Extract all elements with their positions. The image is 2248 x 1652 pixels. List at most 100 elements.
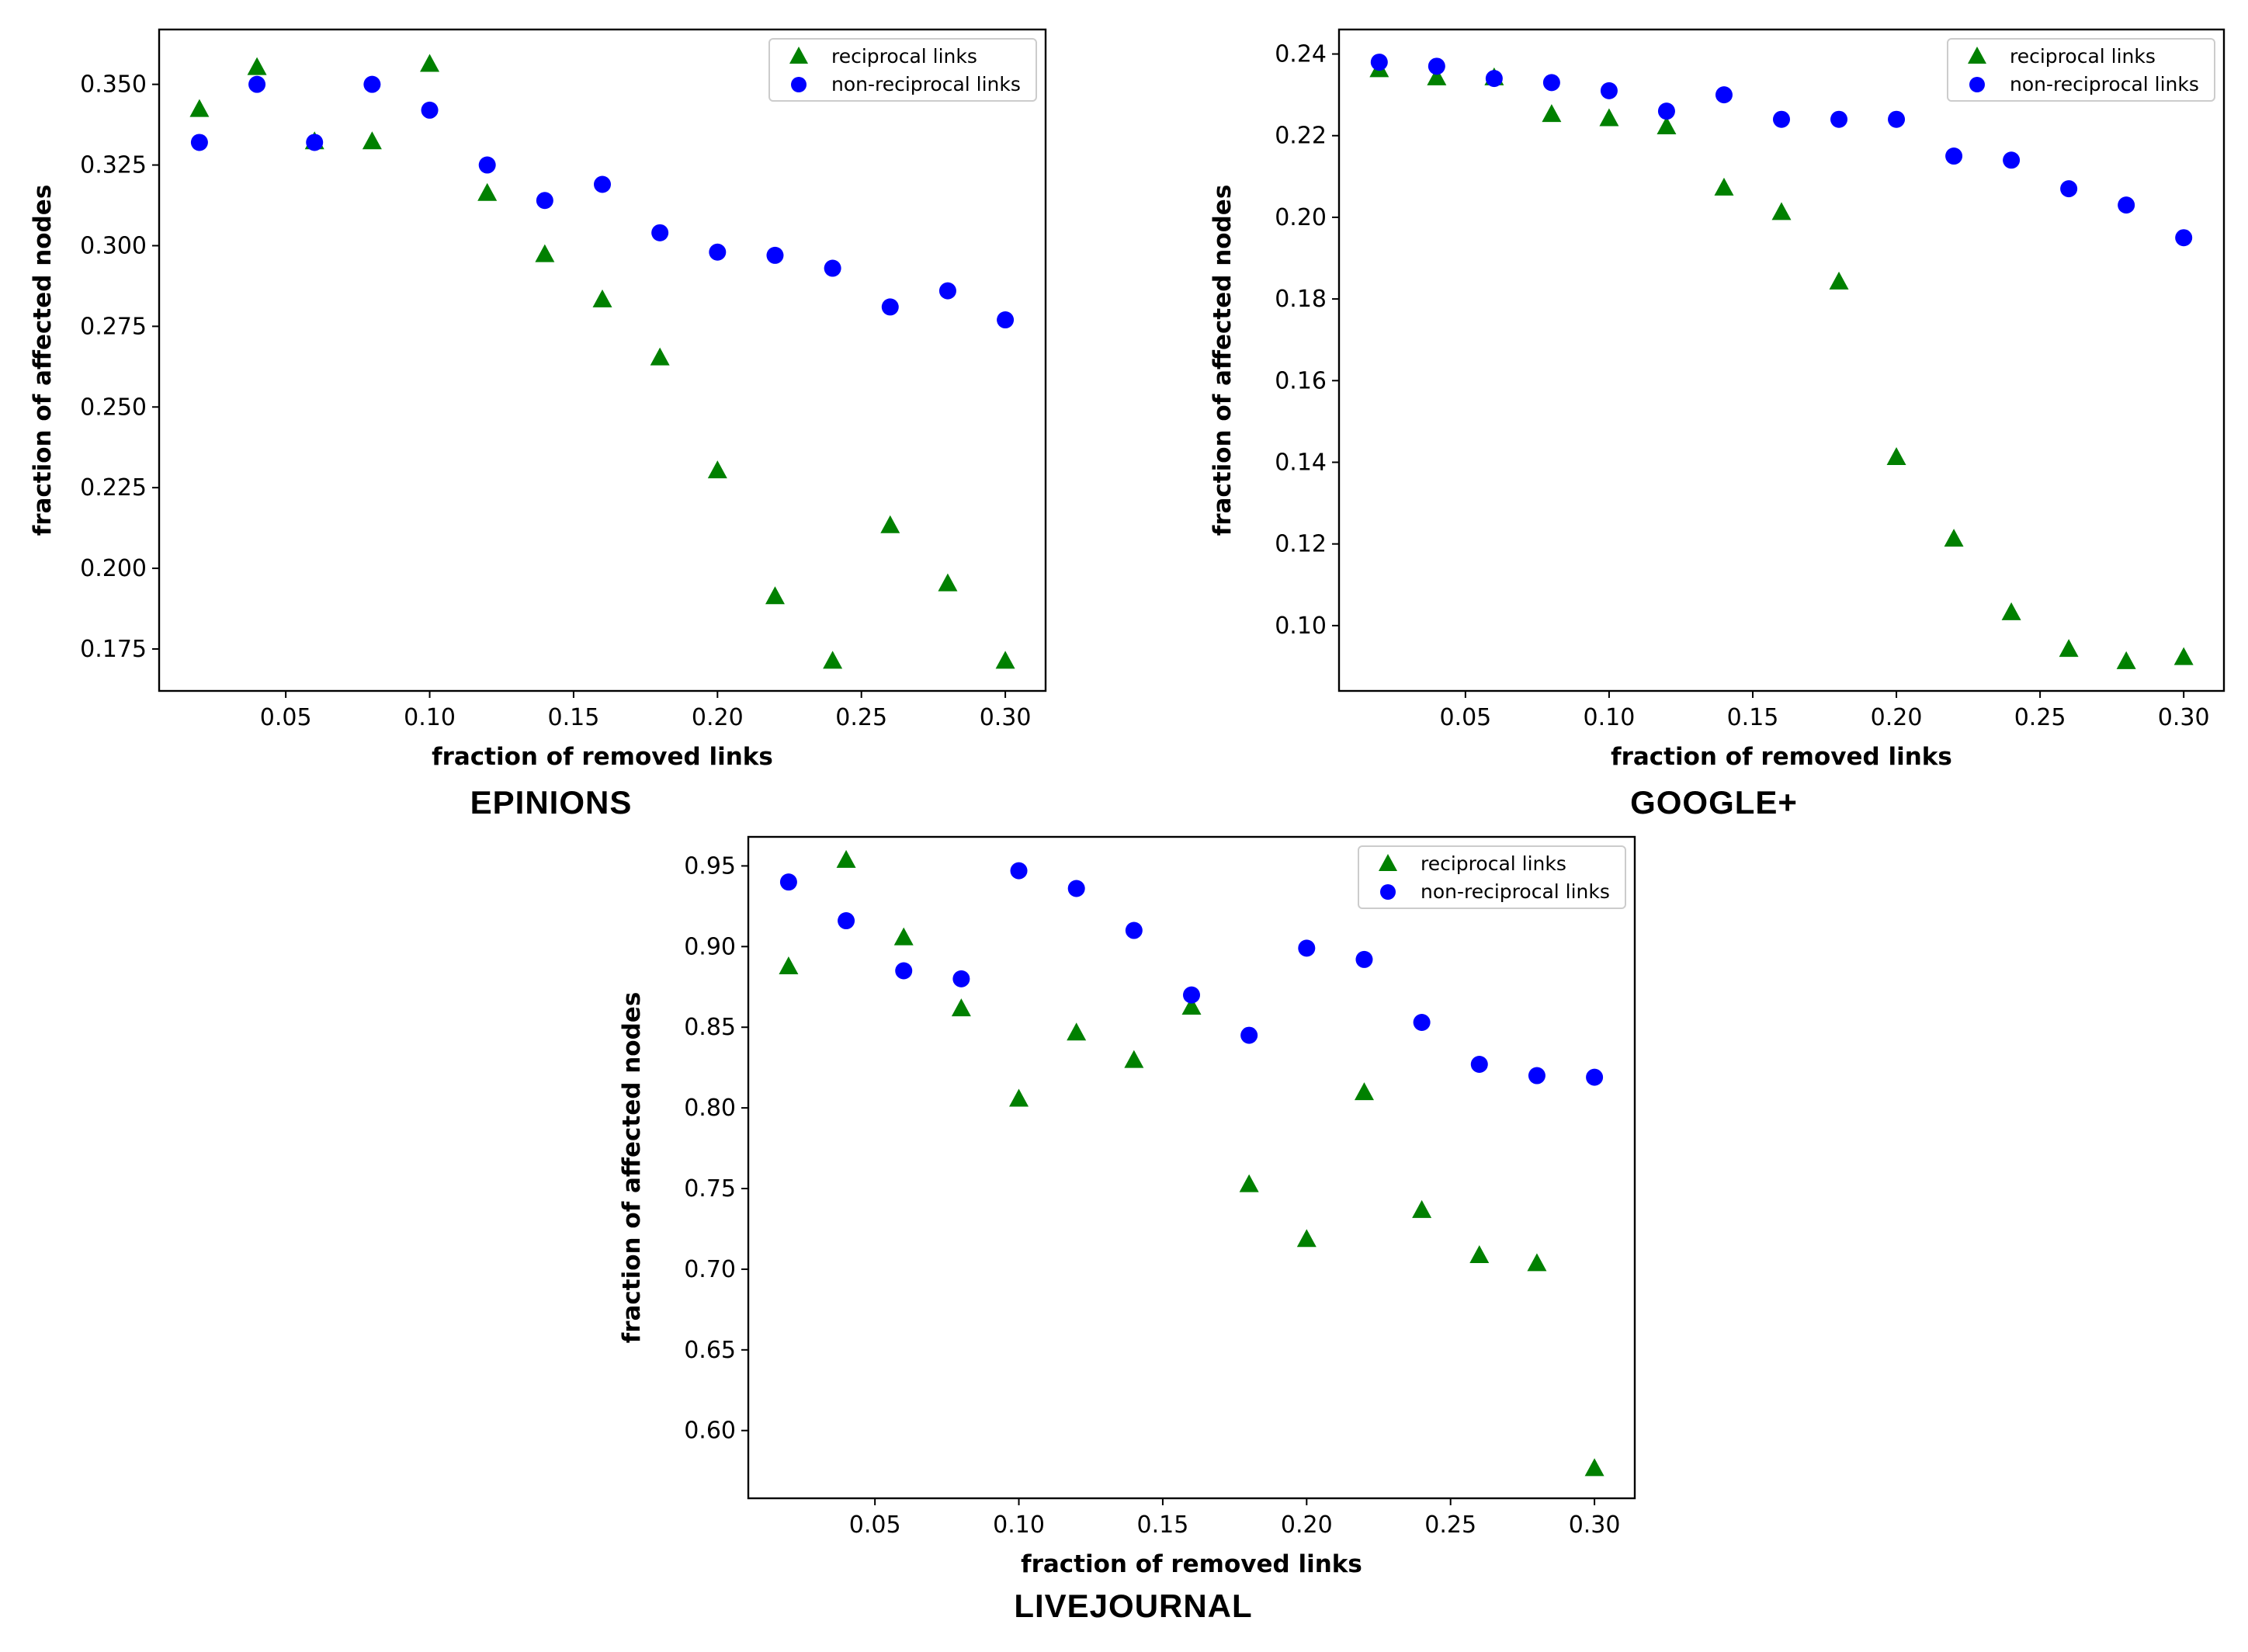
epinions-reciprocal-point	[189, 99, 210, 117]
epinions-legend-reciprocal-label: reciprocal links	[831, 45, 977, 68]
livejournal-non-reciprocal-point	[1470, 1056, 1488, 1074]
googleplus-chart: 0.05 0.10 0.15 0.20 0.25 0.30 0.10 0.12 0.14 0.16…	[1180, 0, 2248, 831]
livejournal-non-reciprocal-point	[1067, 880, 1085, 897]
epinions-plot-frame	[158, 28, 1047, 692]
livejournal-ytick-label: 0.65	[684, 1337, 736, 1364]
googleplus-reciprocal-point	[1886, 446, 1906, 465]
googleplus-non-reciprocal-point	[1370, 54, 1388, 71]
googleplus-non-reciprocal-point	[1888, 110, 1906, 128]
epinions-non-reciprocal-point	[997, 311, 1015, 329]
epinions-non-reciprocal-point	[363, 75, 381, 93]
googleplus-reciprocal-point	[2059, 639, 2079, 658]
livejournal-plot: 0.05 0.10 0.15 0.20 0.25 0.30 0.60 0.65 0.70 0.75…	[618, 835, 1636, 1578]
livejournal-non-reciprocal-point	[1528, 1067, 1546, 1085]
epinions-ytick-label: 0.300	[80, 232, 147, 259]
googleplus-plot-frame	[1337, 28, 2225, 692]
epinions-xtick-label: 0.25	[835, 704, 887, 731]
googleplus-non-reciprocal-point	[1830, 110, 1848, 128]
epinions-chart: 0.05 0.10 0.15 0.20 0.25 0.30 0.175 0.200 0.225 0…	[0, 0, 1102, 831]
epinions-non-reciprocal-point	[594, 175, 611, 193]
googleplus-reciprocal-point	[1427, 67, 1447, 85]
epinions-non-reciprocal-point	[306, 134, 324, 151]
googleplus-non-reciprocal-point	[2003, 151, 2021, 169]
googleplus-ytick-label: 0.16	[1275, 367, 1327, 394]
googleplus-legend-reciprocal-label: reciprocal links	[2010, 45, 2156, 68]
livejournal-reciprocal-point	[1009, 1088, 1029, 1107]
livejournal-reciprocal-point	[1469, 1245, 1490, 1264]
googleplus-xtick-label: 0.25	[2014, 704, 2066, 731]
livejournal-reciprocal-point	[836, 849, 856, 868]
googleplus-reciprocal-point	[2116, 651, 2136, 669]
googleplus-non-reciprocal-point	[1945, 148, 1963, 165]
googleplus-legend-reciprocal-marker	[1968, 47, 1986, 64]
googleplus-non-reciprocal-point	[2175, 229, 2193, 247]
livejournal-ytick-label: 0.80	[684, 1095, 736, 1122]
epinions-non-reciprocal-point	[248, 75, 266, 93]
livejournal-ytick-label: 0.70	[684, 1256, 736, 1283]
epinions-non-reciprocal-point	[190, 134, 208, 151]
googleplus-legend	[1947, 38, 2215, 102]
livejournal-legend-reciprocal-marker	[1379, 854, 1397, 871]
epinions-reciprocal-point	[765, 586, 785, 605]
livejournal-non-reciprocal-point	[895, 962, 913, 980]
livejournal-chart: 0.05 0.10 0.15 0.20 0.25 0.30 0.60 0.65 0.70 0.75…	[590, 823, 1677, 1652]
livejournal-reciprocal-point	[1354, 1082, 1374, 1101]
googleplus-plot: 0.05 0.10 0.15 0.20 0.25 0.30 0.10 0.12 0.14 0.16…	[1209, 28, 2225, 771]
googleplus-non-reciprocal-point	[1428, 57, 1445, 75]
epinions-caption: EPINIONS	[470, 784, 633, 821]
livejournal-non-reciprocal-point	[952, 970, 970, 987]
epinions-non-reciprocal-point	[421, 101, 439, 119]
googleplus-ytick-label: 0.20	[1275, 204, 1327, 231]
googleplus-y-axis-label: fraction of affected nodes	[1209, 185, 1237, 536]
livejournal-non-reciprocal-point	[1125, 921, 1143, 939]
googleplus-ytick-label: 0.22	[1275, 123, 1327, 150]
epinions-non-reciprocal-point	[709, 243, 727, 261]
epinions-ytick-label: 0.225	[80, 474, 147, 502]
googleplus-non-reciprocal-point	[1715, 86, 1733, 104]
livejournal-non-reciprocal-point	[1298, 939, 1316, 957]
googleplus-caption: GOOGLE+	[1630, 784, 1798, 821]
googleplus-xtick-label: 0.30	[2158, 704, 2210, 731]
epinions-legend	[768, 38, 1037, 102]
livejournal-xtick-label: 0.25	[1424, 1511, 1476, 1539]
livejournal-non-reciprocal-point	[1586, 1068, 1604, 1086]
googleplus-ytick-label: 0.18	[1275, 286, 1327, 313]
livejournal-reciprocal-point	[1527, 1253, 1547, 1272]
googleplus-non-reciprocal-point	[1542, 74, 1560, 92]
epinions-y-axis-label: fraction of affected nodes	[29, 185, 57, 536]
epinions-ytick-label: 0.200	[80, 555, 147, 582]
livejournal-ytick-label: 0.60	[684, 1418, 736, 1445]
livejournal-reciprocal-point	[1584, 1458, 1604, 1477]
livejournal-xtick-label: 0.05	[849, 1511, 901, 1539]
epinions-reciprocal-point	[880, 515, 900, 533]
epinions-reciprocal-point	[823, 651, 843, 669]
epinions-reciprocal-point	[707, 460, 727, 479]
googleplus-reciprocal-point	[2001, 602, 2021, 620]
epinions-reciprocal-point	[592, 289, 612, 307]
googleplus-non-reciprocal-point	[1657, 102, 1675, 120]
livejournal-plot-frame	[747, 835, 1636, 1500]
googleplus-ytick-label: 0.12	[1275, 531, 1327, 558]
epinions-reciprocal-point	[938, 573, 958, 592]
googleplus-non-reciprocal-point	[1600, 82, 1618, 99]
livejournal-reciprocal-point	[1239, 1174, 1259, 1192]
googleplus-x-axis-label: fraction of removed links	[1611, 743, 1952, 771]
googleplus-non-reciprocal-point	[2060, 180, 2078, 198]
livejournal-ytick-label: 0.90	[684, 933, 736, 960]
googleplus-non-reciprocal-point	[1773, 110, 1790, 128]
epinions-xtick-label: 0.15	[548, 704, 600, 731]
epinions-reciprocal-point	[535, 244, 555, 262]
epinions-legend-non-reciprocal-marker	[791, 77, 807, 92]
epinions-reciprocal-point	[995, 651, 1015, 669]
livejournal-non-reciprocal-point	[779, 873, 797, 891]
epinions-reciprocal-point	[420, 54, 440, 72]
livejournal-reciprocal-point	[893, 927, 914, 946]
epinions-plot: 0.05 0.10 0.15 0.20 0.25 0.30 0.175 0.200 0.225 0…	[29, 28, 1047, 771]
livejournal-non-reciprocal-point	[838, 912, 855, 930]
epinions-reciprocal-point	[477, 182, 498, 201]
googleplus-reciprocal-point	[1542, 104, 1562, 123]
googleplus-non-reciprocal-point	[2118, 196, 2135, 214]
epinions-x-axis-label: fraction of removed links	[432, 743, 773, 771]
googleplus-reciprocal-point	[1829, 271, 1849, 290]
googleplus-legend-non-reciprocal-label: non-reciprocal links	[2010, 73, 2199, 95]
